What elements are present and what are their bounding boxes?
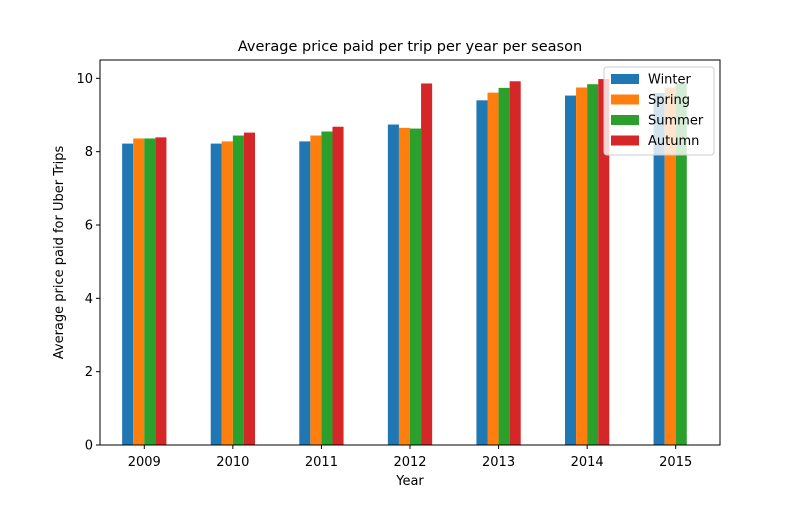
- y-tick-label: 10: [76, 72, 93, 87]
- bar-autumn-2013: [509, 81, 521, 446]
- bar-spring-2014: [576, 87, 588, 445]
- bar-spring-2015: [664, 87, 676, 445]
- legend-swatch-summer: [611, 115, 639, 125]
- bar-winter-2015: [653, 93, 665, 445]
- legend-label-spring: Spring: [648, 93, 690, 108]
- legend-label-summer: Summer: [648, 114, 704, 129]
- bar-winter-2013: [476, 100, 488, 445]
- y-tick-label: 4: [85, 292, 93, 307]
- bar-winter-2009: [122, 143, 134, 445]
- bar-spring-2011: [310, 135, 322, 445]
- bar-winter-2010: [210, 143, 222, 445]
- bar-spring-2013: [487, 92, 499, 445]
- bar-summer-2010: [232, 135, 244, 445]
- chart-title: Average price paid per trip per year per…: [238, 39, 582, 55]
- y-tick-label: 8: [85, 145, 93, 160]
- bar-spring-2010: [221, 141, 233, 445]
- x-axis: 2009 2010 2011 2012 2013 2014 2015: [128, 445, 692, 470]
- bar-autumn-2012: [421, 83, 433, 445]
- y-axis-label: Average price paid for Uber Trips: [52, 146, 67, 360]
- x-axis-label: Year: [395, 474, 424, 489]
- bar-summer-2011: [321, 131, 333, 445]
- bar-winter-2014: [565, 95, 577, 445]
- legend: Winter Spring Summer Autumn: [603, 66, 715, 156]
- bar-autumn-2014: [598, 79, 610, 445]
- x-tick-label: 2012: [393, 455, 426, 470]
- bar-summer-2014: [587, 84, 599, 445]
- x-tick-label: 2014: [571, 455, 604, 470]
- bar-spring-2009: [133, 138, 145, 445]
- legend-box: [603, 66, 715, 156]
- bar-winter-2012: [387, 124, 399, 445]
- x-tick-label: 2009: [128, 455, 161, 470]
- legend-label-autumn: Autumn: [648, 134, 699, 149]
- bar-summer-2009: [144, 138, 156, 445]
- bar-winter-2011: [299, 141, 311, 445]
- bar-autumn-2011: [332, 126, 344, 445]
- bar-summer-2015: [675, 83, 687, 445]
- legend-swatch-winter: [611, 74, 639, 84]
- bar-summer-2012: [410, 128, 422, 445]
- y-axis: 0 2 4 6 8 10: [76, 72, 100, 454]
- bar-spring-2012: [398, 127, 410, 445]
- legend-label-winter: Winter: [648, 73, 692, 88]
- bar-summer-2013: [498, 87, 510, 446]
- bar-autumn-2009: [155, 137, 167, 445]
- legend-swatch-autumn: [611, 135, 639, 146]
- bars-layer: [122, 79, 687, 446]
- x-tick-label: 2015: [659, 455, 692, 470]
- y-tick-label: 0: [85, 439, 93, 454]
- x-tick-label: 2011: [305, 455, 338, 470]
- y-tick-label: 2: [85, 365, 93, 380]
- x-tick-label: 2010: [216, 455, 249, 470]
- legend-swatch-spring: [611, 94, 639, 105]
- y-tick-label: 6: [85, 219, 93, 234]
- x-tick-label: 2013: [482, 455, 515, 470]
- bar-autumn-2010: [243, 132, 255, 445]
